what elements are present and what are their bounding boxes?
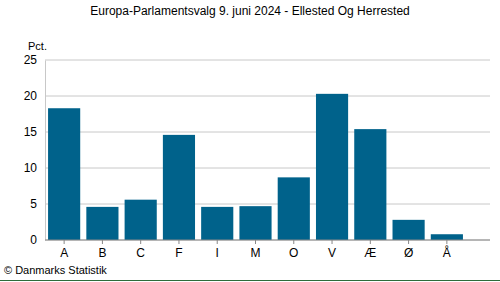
y-tick-label: 0 [30, 233, 37, 247]
grid-line [45, 132, 490, 133]
bar [239, 206, 271, 240]
y-tick: 5 [30, 197, 45, 211]
bar [431, 234, 463, 240]
x-tick: F [175, 240, 182, 260]
bar [316, 94, 348, 240]
grid-line [45, 96, 490, 97]
grid-line [45, 60, 490, 61]
x-tick-label: F [175, 246, 182, 260]
title: Europa-Parlamentsvalg 9. juni 2024 - Ell… [90, 4, 410, 18]
x-tick-mark [255, 240, 256, 244]
x-tick-label: Æ [364, 246, 376, 260]
x-tick-mark [178, 240, 179, 244]
y-tick: 20 [24, 89, 45, 103]
y-tick-label: 20 [24, 89, 38, 103]
x-tick-label: V [328, 246, 336, 260]
x-tick-label: B [98, 246, 106, 260]
x-tick: Æ [364, 240, 376, 260]
x-tick-mark [102, 240, 103, 244]
y-label: Pct. [28, 40, 47, 52]
chart: Europa-Parlamentsvalg 9. juni 2024 - Ell… [0, 0, 500, 282]
x-tick: O [289, 240, 298, 260]
x-tick-mark [408, 240, 409, 244]
x-tick-label: M [251, 246, 261, 260]
bar [48, 108, 80, 240]
bars [48, 94, 463, 240]
y-axis-line [45, 61, 46, 241]
y-tick: 0 [30, 233, 45, 247]
bar [278, 177, 310, 240]
bar [86, 207, 118, 240]
x-tick: M [251, 240, 261, 260]
y-tick-label: 10 [24, 161, 38, 175]
x-tick-mark [217, 240, 218, 244]
y-axis: 0 5 10 15 20 25 [24, 53, 46, 247]
y-tick: 10 [24, 161, 45, 175]
grid-line [45, 168, 490, 169]
bar [163, 135, 195, 240]
bar [393, 220, 425, 240]
bar [201, 207, 233, 240]
x-tick: A [60, 240, 68, 260]
x-tick: I [216, 240, 219, 260]
x-axis: ABCFIMOVÆØÅ [45, 240, 490, 260]
x-tick-label: I [216, 246, 219, 260]
y-tick: 25 [24, 53, 45, 67]
y-tick-label: 15 [24, 125, 38, 139]
x-tick: C [136, 240, 145, 260]
x-tick-label: A [60, 246, 68, 260]
frame-line [0, 280, 500, 281]
x-tick-mark [370, 240, 371, 244]
x-tick-mark [64, 240, 65, 244]
x-tick-mark [332, 240, 333, 244]
source: © Danmarks Statistik [4, 264, 107, 276]
x-tick-mark [140, 240, 141, 244]
x-tick-label: Å [443, 245, 451, 260]
x-tick-label: C [136, 246, 145, 260]
x-tick: Å [443, 240, 451, 260]
x-tick: B [98, 240, 106, 260]
x-tick: V [328, 240, 336, 260]
y-tick: 15 [24, 125, 45, 139]
y-tick-label: 5 [30, 197, 37, 211]
x-tick-mark [293, 240, 294, 244]
bar [354, 129, 386, 240]
x-tick-mark [446, 240, 447, 244]
bar [125, 200, 157, 240]
grid [45, 60, 490, 240]
grid-line [45, 240, 490, 241]
grid-line [45, 204, 490, 205]
x-tick-label: Ø [404, 246, 413, 260]
x-tick-label: O [289, 246, 298, 260]
x-axis-line [45, 240, 490, 241]
y-tick-label: 25 [24, 53, 38, 67]
x-tick: Ø [404, 240, 413, 260]
